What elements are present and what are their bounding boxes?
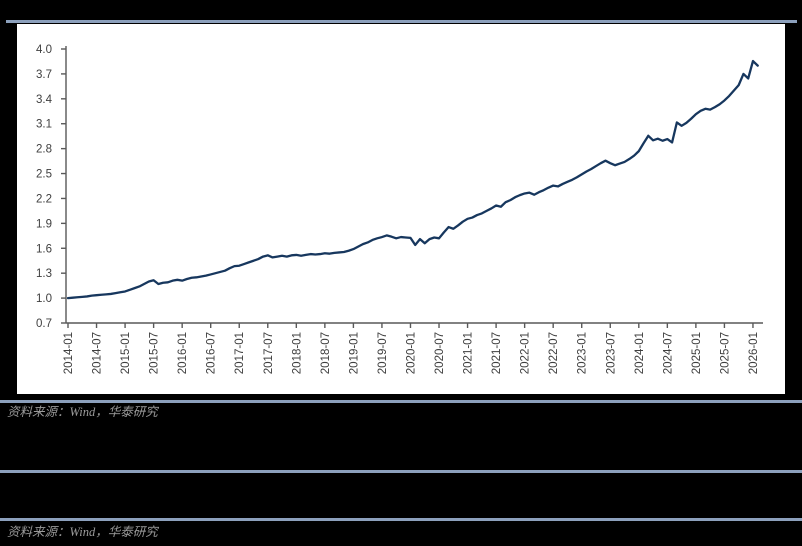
x-tick-label: 2020-07 [434, 332, 446, 374]
line-chart: 4.0 3.7 3.4 3.1 2.8 2.5 2.2 1.9 1.6 1.3 1.0 0.7 2014… [36, 44, 763, 374]
top-divider-rule [6, 20, 797, 23]
x-tick-label: 2022-01 [520, 332, 532, 374]
x-tick-label: 2017-07 [263, 332, 275, 374]
x-tick-label: 2018-01 [291, 332, 303, 374]
y-tick-label: 1.0 [36, 293, 52, 305]
x-tick-label: 2026-01 [748, 332, 760, 374]
nav-line-series [66, 59, 759, 300]
y-tick-label: 1.9 [36, 218, 52, 230]
x-tick-label: 2019-07 [377, 332, 389, 374]
section-divider [0, 518, 802, 521]
x-tick-label: 2023-01 [577, 332, 589, 374]
x-tick-label: 2020-01 [405, 332, 417, 374]
x-tick-label: 2016-07 [206, 332, 218, 374]
x-tick-label: 2018-07 [320, 332, 332, 374]
x-tick-label: 2024-01 [634, 332, 646, 374]
x-tick-label: 2015-07 [149, 332, 161, 374]
x-tick-label: 2022-07 [548, 332, 560, 374]
x-tick-label: 2019-01 [348, 332, 360, 374]
x-tick-label: 2025-01 [691, 332, 703, 374]
y-tick-label: 2.2 [36, 193, 52, 205]
x-tick-label: 2014-07 [92, 332, 104, 374]
x-tick-label: 2014-01 [63, 332, 75, 374]
x-tick-label: 2023-07 [605, 332, 617, 374]
x-tick-label: 2025-07 [719, 332, 731, 374]
y-tick-label: 2.5 [36, 169, 52, 181]
figure-source-caption: 资料来源：Wind，华泰研究 [7, 525, 158, 539]
y-tick-label: 3.7 [36, 69, 52, 81]
x-tick-label: 2021-01 [463, 332, 475, 374]
section-divider [0, 470, 802, 473]
y-tick-label: 1.6 [36, 243, 52, 255]
section-divider [0, 400, 802, 403]
y-tick-label: 2.8 [36, 144, 52, 156]
x-tick-label: 2024-07 [662, 332, 674, 374]
y-tick-label: 1.3 [36, 268, 52, 280]
x-tick-label: 2021-07 [491, 332, 503, 374]
chart-panel: 4.0 3.7 3.4 3.1 2.8 2.5 2.2 1.9 1.6 1.3 1.0 0.7 2014… [17, 24, 785, 394]
y-tick-label: 0.7 [36, 318, 52, 330]
x-tick-label: 2017-01 [234, 332, 246, 374]
y-tick-label: 3.1 [36, 119, 52, 131]
y-tick-label: 4.0 [36, 44, 52, 56]
x-tick-label: 2015-01 [120, 332, 132, 374]
y-tick-label: 3.4 [36, 94, 53, 106]
x-tick-label: 2016-01 [177, 332, 189, 374]
figure-source-caption: 资料来源：Wind，华泰研究 [7, 405, 158, 419]
